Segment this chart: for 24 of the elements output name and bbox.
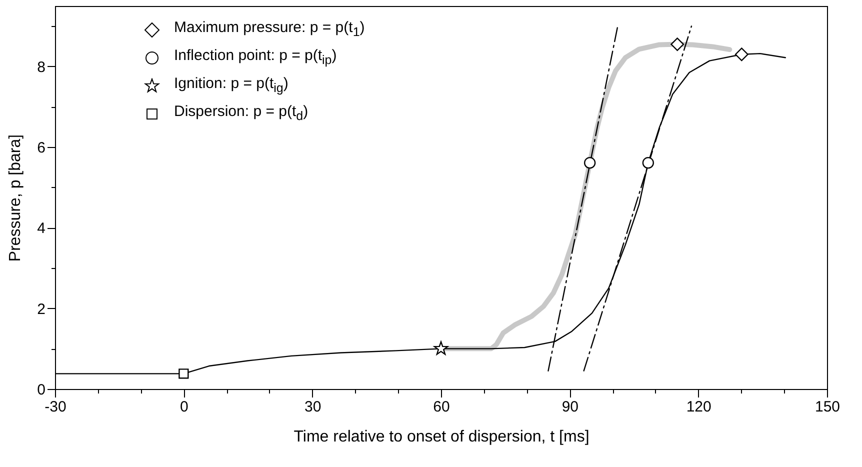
y-tick-label: 6 — [37, 140, 46, 157]
legend-label: Ignition: p = p(t$_{ig}$) — [174, 74, 288, 97]
x-tick-label: 120 — [686, 398, 712, 416]
y-tick-label: 8 — [37, 58, 46, 76]
point — [434, 341, 448, 355]
legend-label: Inflection point: p = p(t$_{ip}$) — [174, 46, 337, 69]
x-tick-label: 30 — [304, 398, 322, 416]
x-axis-title: Time relative to onset of dispersion, t [ms] — [294, 428, 590, 446]
legend-label: Dispersion: p = p(t$_{d}$) — [174, 102, 308, 125]
point — [642, 156, 654, 169]
point — [584, 156, 596, 169]
y-tick-label: 4 — [37, 220, 46, 238]
x-tick-label: 90 — [562, 398, 579, 416]
x-tick-label: 60 — [433, 398, 450, 416]
y-tick-label: 2 — [37, 300, 46, 318]
point — [734, 48, 748, 62]
x-tick-label: -30 — [44, 398, 66, 416]
x-tick-label: 0 — [180, 398, 188, 416]
legend-label: Maximum pressure: p = p(t$_{1}$) — [174, 18, 365, 41]
point — [178, 368, 189, 379]
y-tick-label: 0 — [37, 382, 46, 398]
y-axis-title: Pressure, p [bara] — [7, 134, 24, 262]
point — [670, 38, 684, 52]
x-tick-label: 150 — [814, 398, 840, 416]
